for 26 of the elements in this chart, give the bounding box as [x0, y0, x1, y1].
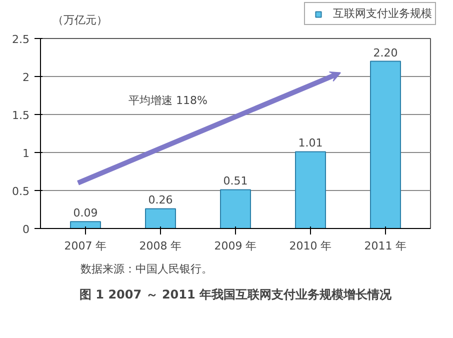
y-tick-label: 2.5 [12, 33, 30, 46]
bar [295, 151, 326, 228]
text: 图 1 2007 ～ 2011 年我国互联网支付业务规模增长情况 [79, 288, 393, 302]
y-tick-label: 1 [22, 147, 30, 160]
annotation: 平均增速 118% [128, 94, 208, 107]
y-tick-label: 0.5 [12, 185, 30, 198]
x-tick-label: 2011 年 [364, 240, 407, 252]
x-tick-label: 2010 年 [289, 240, 332, 252]
bar [220, 189, 251, 228]
text: 1.01 [298, 136, 323, 150]
text: 0.26 [148, 194, 173, 207]
source-note: 数据来源：中国人民银行。 [80, 262, 212, 276]
bar [145, 208, 176, 228]
bar [370, 60, 401, 228]
legend-label: 互联网支付业务规模 [333, 6, 432, 21]
x-tick-label: 2008 年 [139, 240, 182, 252]
y-tick-label: 1.5 [12, 109, 30, 122]
x-tick-label: 2009 年 [214, 240, 257, 252]
text: 0.51 [223, 174, 248, 188]
y-tick-label: 2 [22, 71, 30, 84]
text: 2.20 [373, 46, 398, 60]
y-tick-label: 0 [22, 223, 30, 236]
bar [70, 221, 101, 228]
y-axis-title: （万亿元） [52, 14, 108, 26]
text: 0.09 [73, 206, 98, 220]
x-tick-label: 2007 年 [64, 240, 107, 252]
